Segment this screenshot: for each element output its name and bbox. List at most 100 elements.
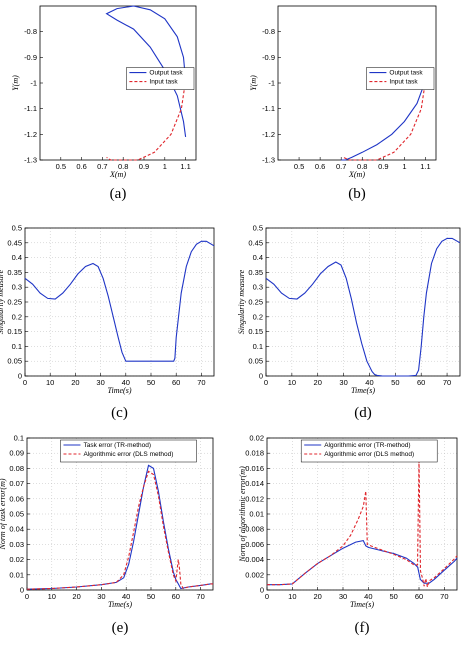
x-tick-label: 50 (147, 378, 155, 387)
y-axis-label: Singularity measure (237, 269, 246, 334)
y-tick-label: 0.07 (9, 479, 24, 488)
x-tick-label: 1.1 (420, 162, 430, 171)
y-tick-label: 0.01 (249, 510, 264, 519)
x-axis-label: Time(s) (351, 386, 375, 395)
x-tick-label: 60 (172, 592, 180, 601)
legend: Output task Input task (366, 67, 435, 90)
y-tick-label: -1.3 (24, 156, 37, 165)
x-tick-label: 10 (288, 592, 296, 601)
x-tick-label: 50 (147, 592, 155, 601)
x-tick-label: 60 (172, 378, 180, 387)
legend-label: Algorithmic error (TR-method) (324, 442, 410, 449)
y-tick-label: 0.05 (7, 357, 22, 366)
y-tick-label: 0.35 (7, 268, 22, 277)
x-tick-label: 0.5 (56, 162, 66, 171)
y-tick-label: 0.05 (248, 357, 263, 366)
y-tick-label: -1.3 (262, 156, 275, 165)
x-tick-label: 30 (339, 378, 347, 387)
y-tick-label: 0.002 (245, 570, 264, 579)
x-axis-label: Time(s) (108, 386, 132, 395)
y-tick-label: 0.3 (253, 283, 263, 292)
y-tick-label: 0.006 (245, 540, 264, 549)
x-tick-label: 40 (364, 592, 372, 601)
series-line-1 (24, 240, 215, 362)
y-tick-label: -1.1 (262, 104, 275, 113)
legend: Task error (TR-method) Algorithmic error … (60, 439, 197, 463)
y-tick-label: 0.1 (12, 342, 22, 351)
y-axis-label: Norm of task error(m) (0, 478, 7, 550)
y-tick-label: -1 (268, 79, 275, 88)
y-tick-label: 0.45 (248, 238, 263, 247)
y-tick-label: 0 (259, 372, 263, 381)
y-tick-label: 0 (20, 586, 24, 595)
y-axis-label: Y(m) (249, 75, 258, 91)
figure-caption: (a) (110, 186, 127, 202)
x-tick-label: 70 (440, 592, 448, 601)
y-tick-label: 0.06 (9, 494, 24, 503)
chart-a: 0.5 0.6 0.7 0.8 0.9 1 1.1 -1.3 -1.2 -1.1 -1 -0.9 -0.… (11, 5, 197, 202)
x-tick-label: 0 (264, 378, 268, 387)
x-tick-label: 70 (196, 592, 204, 601)
y-tick-label: 0.15 (7, 327, 22, 336)
x-tick-label: 20 (72, 592, 80, 601)
y-tick-label: -0.9 (262, 53, 275, 62)
y-tick-label: -0.9 (24, 53, 37, 62)
chart-b: 0.5 0.6 0.7 0.8 0.9 1 1.1 -1.3 -1.2 -1.1 -1 -0.9 -0.… (249, 5, 437, 202)
y-tick-label: 0.09 (9, 449, 24, 458)
x-tick-label: 0.9 (139, 162, 149, 171)
series-line-1 (341, 80, 427, 161)
x-tick-label: 30 (339, 592, 347, 601)
y-tick-label: 0.4 (12, 253, 22, 262)
y-tick-label: -0.8 (24, 27, 37, 36)
y-tick-label: 0.014 (245, 479, 264, 488)
series-line-1 (267, 539, 458, 586)
x-tick-label: 1 (163, 162, 167, 171)
legend-box (300, 439, 438, 463)
y-tick-label: -1 (30, 79, 37, 88)
x-axis-label: Time(s) (350, 600, 374, 609)
x-tick-label: 0 (265, 592, 269, 601)
x-tick-label: 0 (25, 592, 29, 601)
x-tick-label: 30 (96, 378, 104, 387)
y-tick-label: 0.05 (9, 510, 24, 519)
x-tick-label: 10 (46, 378, 54, 387)
x-tick-label: 40 (122, 378, 130, 387)
y-tick-label: 0 (18, 372, 22, 381)
x-tick-label: 10 (288, 378, 296, 387)
x-tick-label: 0.7 (97, 162, 107, 171)
figure-caption: (e) (112, 620, 129, 636)
y-tick-label: 0.15 (248, 327, 263, 336)
x-tick-label: 0.8 (118, 162, 128, 171)
x-tick-label: 70 (197, 378, 205, 387)
chart-f: 0 10 20 30 40 50 60 70 0 0.002 0.004 0.006 0.008 0.01… (238, 434, 458, 636)
x-tick-label: 0.6 (76, 162, 86, 171)
x-tick-label: 0.8 (357, 162, 367, 171)
x-tick-label: 0 (23, 378, 27, 387)
legend-label: Algorithmic error (DLS method) (83, 451, 173, 458)
y-tick-label: 0 (260, 586, 264, 595)
series-line-2 (106, 80, 187, 161)
x-tick-label: 40 (122, 592, 130, 601)
y-tick-label: -0.8 (262, 27, 275, 36)
series-line-2 (343, 80, 427, 161)
y-tick-label: 0.3 (12, 283, 22, 292)
x-tick-label: 20 (313, 592, 321, 601)
series-line-2 (26, 470, 213, 590)
x-axis-label: X(m) (348, 170, 365, 179)
y-tick-label: 0.1 (253, 342, 263, 351)
x-tick-label: 50 (391, 378, 399, 387)
x-tick-label: 30 (97, 592, 105, 601)
x-tick-label: 60 (417, 378, 425, 387)
y-tick-label: 0.35 (248, 268, 263, 277)
series-line-2 (267, 460, 458, 588)
y-tick-label: 0.5 (12, 224, 22, 233)
x-tick-label: 20 (71, 378, 79, 387)
y-tick-label: 0.04 (9, 525, 24, 534)
y-tick-label: 0.012 (245, 494, 264, 503)
x-tick-label: 1 (402, 162, 406, 171)
y-tick-label: 0.25 (7, 298, 22, 307)
y-tick-label: 0.004 (245, 555, 264, 564)
legend-label: Task error (TR-method) (83, 442, 151, 449)
x-tick-label: 40 (365, 378, 373, 387)
